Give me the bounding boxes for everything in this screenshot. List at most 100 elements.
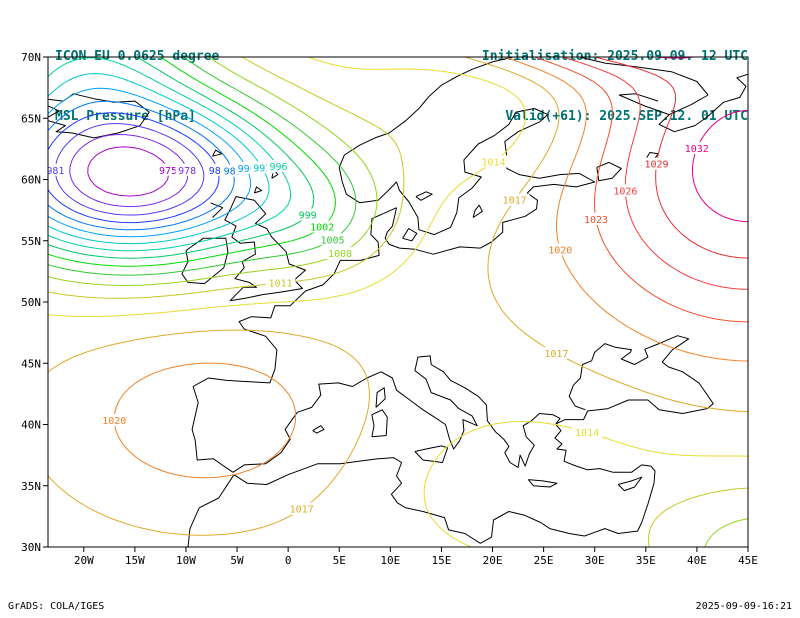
isobar-label-mask [572, 425, 602, 438]
lon-tick-label: 10E [380, 554, 400, 567]
isobar-label: 1026 [613, 186, 637, 197]
coastline [253, 186, 263, 194]
lat-tick-label: 65N [21, 112, 41, 125]
lat-tick-label: 45N [21, 357, 41, 370]
isobar-990 [48, 87, 252, 238]
isobar-975 [87, 146, 170, 197]
coastline [618, 93, 670, 116]
isobar-label: 993 [253, 163, 271, 174]
lon-tick-label: 15W [125, 554, 145, 567]
isobar-label: 990 [238, 164, 256, 175]
isobar-label: 1017 [290, 505, 314, 516]
isobar-label: 1017 [544, 349, 568, 360]
lat-tick-label: 55N [21, 235, 41, 248]
isobar-label-mask [478, 155, 509, 168]
isobar-993 [48, 73, 270, 245]
isobar-label-mask [307, 220, 337, 233]
isobar-label: 981 [46, 166, 64, 177]
isobar-label-mask [48, 163, 67, 176]
isobar-label-mask [682, 142, 712, 154]
lat-tick-label: 60N [21, 174, 41, 187]
isobar-981 [54, 123, 205, 216]
coastline [472, 204, 483, 218]
isobar-label: 1014 [575, 428, 599, 439]
isobar-1008 [48, 57, 748, 547]
isobar-label-mask [499, 193, 530, 206]
coastline [375, 387, 386, 408]
field-title: MSL Pressure [hPa] [55, 109, 196, 124]
isobar-978 [69, 134, 189, 207]
coastline [232, 355, 714, 473]
lon-tick-label: 45E [738, 554, 758, 567]
isobar-label: 996 [269, 162, 287, 173]
coastline [527, 479, 558, 488]
isobar-1005 [48, 57, 357, 276]
isobar-label: 1005 [320, 235, 344, 246]
coastline [402, 228, 418, 242]
isobar-label: 1014 [481, 157, 505, 168]
isobar-1023 [534, 57, 748, 323]
isobar-label-mask [296, 208, 320, 221]
isobar-label-mask [545, 243, 576, 256]
coastline [414, 445, 449, 463]
lon-tick-label: 20W [74, 554, 94, 567]
lat-tick-label: 30N [21, 541, 41, 554]
isobar-label-mask [317, 233, 348, 246]
creation-timestamp: 2025-09-09-16:21 [695, 601, 792, 612]
coastline [579, 57, 709, 96]
isobar-label-mask [265, 276, 296, 289]
isobar-label-mask [286, 502, 317, 515]
lon-tick-label: 40E [687, 554, 707, 567]
coastline [338, 57, 596, 255]
isobar-1029 [595, 57, 748, 259]
isobar-label: 1002 [310, 223, 334, 234]
isobar-987 [48, 100, 235, 231]
lon-tick-label: 10W [176, 554, 196, 567]
coastline [48, 93, 150, 139]
isobar-984 [48, 112, 220, 224]
lon-tick-label: 20E [483, 554, 503, 567]
coastline [212, 149, 223, 157]
lon-tick-label: 15E [431, 554, 451, 567]
lon-tick-label: 35E [636, 554, 656, 567]
coastline [617, 476, 643, 492]
isobar-label-mask [156, 163, 180, 176]
isobar-label: 975 [159, 166, 177, 177]
lat-tick-label: 40N [21, 419, 41, 432]
isobar-label-mask [541, 346, 572, 359]
isobar-label-mask [610, 184, 641, 197]
isobar-1017 [48, 57, 748, 536]
coastline [210, 202, 224, 218]
coastline [187, 424, 656, 547]
lon-tick-label: 5W [230, 554, 244, 567]
isobar-1032 [656, 57, 748, 223]
lon-tick-label: 25E [534, 554, 554, 567]
isobar-996 [48, 57, 292, 252]
lon-tick-label: 5E [333, 554, 346, 567]
grads-credit: GrADS: COLA/IGES [8, 601, 105, 612]
coastline [568, 335, 714, 411]
isobar-label: 1011 [268, 279, 292, 290]
isobars [48, 57, 748, 547]
axes: 20W 15W 10W 5W 0 5E 10E 15E 20E 25E 30E 35E 40E 45E 70… [21, 51, 758, 567]
coastlines [48, 57, 748, 547]
coastline [658, 73, 748, 133]
coastline [191, 207, 397, 473]
isobar-label: 987 [224, 167, 242, 178]
coastline [271, 169, 279, 179]
lat-tick-label: 50N [21, 296, 41, 309]
coastline [596, 161, 622, 182]
isobar-label: 1020 [548, 245, 572, 256]
isobar-label: 1029 [644, 160, 668, 171]
isobar-1002 [48, 57, 336, 267]
isobar-label-mask [266, 160, 291, 172]
isobar-label-mask [175, 163, 199, 176]
coastline [371, 409, 388, 438]
isobar-label-mask [99, 413, 130, 426]
isobar-label: 999 [299, 211, 317, 222]
isobar-label: 1023 [584, 215, 608, 226]
isobar-label-mask [581, 212, 611, 225]
